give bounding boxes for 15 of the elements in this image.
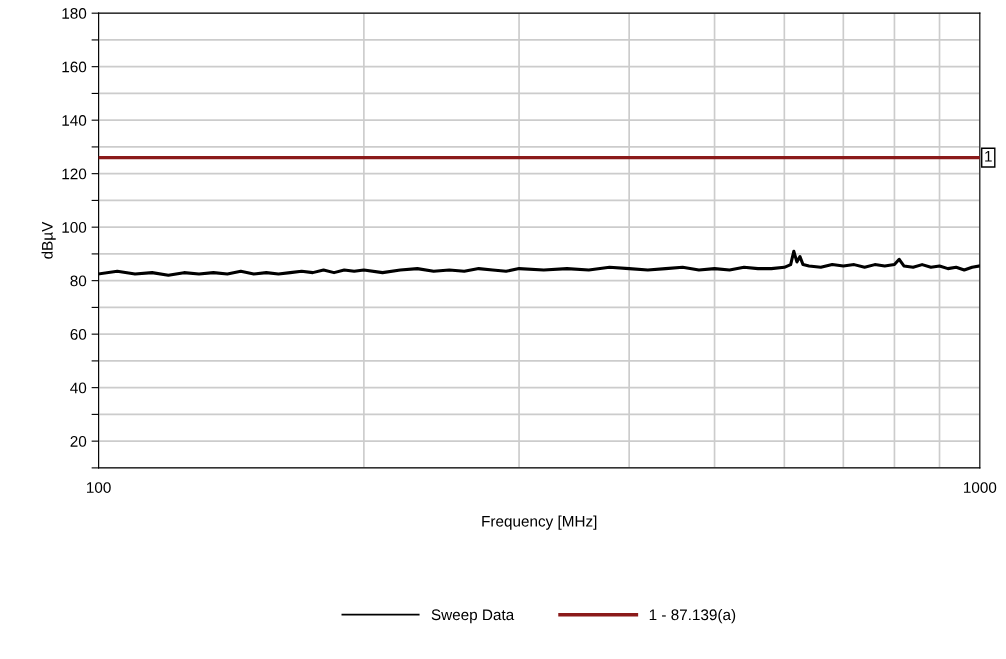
y-tick-label: 80 [70, 275, 87, 287]
x-tick-label: 1000 [964, 482, 997, 493]
y-tick-label: 100 [62, 222, 87, 233]
x-axis-title: Frequency [MHz] [482, 515, 597, 530]
y-tick-label: 160 [62, 61, 87, 73]
legend-label: Sweep Data [431, 609, 515, 624]
y-axis-title: dBµV [41, 221, 56, 259]
y-tick-label: 60 [70, 329, 87, 340]
y-tick-label: 180 [62, 8, 87, 19]
annotation: 1 [985, 151, 992, 162]
y-tick-label: 120 [62, 168, 87, 180]
legend-label: 1 - 87.139(a) [649, 608, 736, 624]
y-tick-label: 40 [70, 382, 87, 394]
y-tick-label: 140 [62, 115, 87, 126]
y-tick-label: 20 [70, 436, 87, 447]
